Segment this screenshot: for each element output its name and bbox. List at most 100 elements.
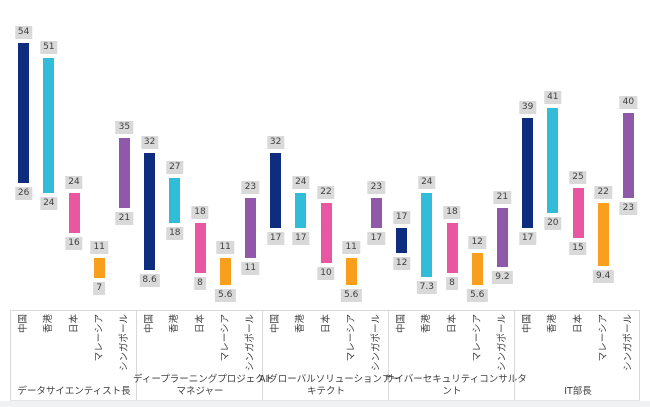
- min-value-label: 18: [166, 227, 184, 240]
- min-value-label: 12: [392, 257, 411, 270]
- max-value-label: 39: [518, 101, 537, 114]
- range-bar-香港: [295, 193, 307, 228]
- max-value-label: 23: [241, 181, 260, 194]
- max-value-label: 12: [468, 236, 486, 249]
- country-axis-label: 日本: [320, 314, 332, 334]
- max-value-label: 25: [569, 171, 587, 184]
- country-axis-label: 日本: [68, 314, 80, 334]
- min-value-label: 24: [40, 197, 58, 210]
- group-axis-label-line: キテクト: [306, 386, 345, 397]
- range-bar-マレーシア: [93, 258, 105, 278]
- max-value-label: 32: [140, 136, 159, 149]
- min-value-label: 17: [367, 232, 386, 245]
- window-bottom-strip: [0, 401, 650, 407]
- min-value-label: 5.6: [467, 289, 488, 302]
- country-axis-label: 香港: [295, 314, 307, 334]
- max-value-label: 11: [342, 241, 360, 254]
- min-value-label: 17: [518, 232, 537, 245]
- country-axis-label: マレーシア: [345, 314, 357, 362]
- group-axis-label-line: サイバーセキュリティコンサルタ: [385, 374, 527, 385]
- range-bar-中国: [18, 43, 30, 183]
- country-axis-label: シンガポール: [622, 314, 634, 372]
- group-axis-label-line: データサイエンティスト長: [17, 386, 131, 397]
- min-value-label: 9.4: [593, 270, 614, 283]
- country-axis-label: 香港: [547, 314, 559, 334]
- min-value-label: 5.6: [341, 289, 362, 302]
- min-value-label: 9.2: [492, 271, 513, 284]
- min-value-label: 5.6: [215, 289, 236, 302]
- max-value-label: 23: [367, 181, 386, 194]
- max-value-label: 22: [594, 186, 612, 199]
- min-value-label: 8.6: [139, 274, 160, 287]
- max-value-label: 18: [191, 206, 209, 219]
- country-axis-label: 香港: [421, 314, 433, 334]
- range-bar-マレーシア: [471, 253, 483, 285]
- category-group-cell: 中国 香港 日本 マレーシア シンガポール AIグローバルソリューションアー キテクト: [259, 311, 400, 400]
- group-axis-label-line: IT部長: [564, 386, 592, 397]
- country-axis-label: シンガポール: [118, 314, 130, 372]
- min-value-label: 16: [65, 237, 83, 250]
- range-bar-日本: [194, 223, 206, 273]
- max-value-label: 11: [90, 241, 108, 254]
- country-axis-label: 日本: [572, 314, 584, 334]
- group-axis-label-line: AIグローバルソリューションアー: [259, 374, 401, 385]
- group-axis-label: ディープラーニングプロジェクト マネジャー: [133, 374, 275, 398]
- country-axis-label: 日本: [194, 314, 206, 334]
- category-group-cell: 中国 香港 日本 マレーシア シンガポール IT部長: [514, 311, 640, 400]
- max-value-label: 24: [65, 176, 83, 189]
- range-bar-シンガポール: [370, 198, 382, 228]
- min-value-label: 10: [317, 267, 335, 280]
- min-value-label: 17: [292, 232, 310, 245]
- min-value-label: 7: [93, 282, 106, 295]
- group-axis-label: IT部長: [511, 386, 645, 398]
- range-bar-マレーシア: [597, 203, 609, 266]
- min-value-label: 7.3: [416, 280, 437, 294]
- max-value-label: 24: [418, 176, 436, 189]
- min-value-label: 21: [115, 212, 134, 225]
- group-axis-label: サイバーセキュリティコンサルタ ント: [385, 374, 527, 398]
- country-axis-label: 香港: [169, 314, 181, 334]
- range-bar-香港: [43, 58, 55, 193]
- max-value-label: 17: [392, 211, 411, 224]
- max-value-label: 40: [619, 96, 638, 109]
- range-bar-香港: [421, 193, 433, 277]
- min-value-label: 8: [446, 277, 458, 290]
- country-axis-label: シンガポール: [496, 314, 508, 372]
- range-bar-日本: [320, 203, 332, 263]
- max-value-label: 11: [216, 241, 234, 254]
- country-axis-label: マレーシア: [471, 314, 483, 362]
- country-axis-label: 日本: [446, 314, 458, 334]
- min-value-label: 15: [569, 242, 587, 255]
- category-axis: 中国 香港 日本 マレーシア シンガポール データサイエンティスト長 中国 香港 日本 マレーシア…: [10, 310, 640, 401]
- max-value-label: 22: [317, 186, 335, 199]
- country-axis-label: 中国: [144, 314, 156, 334]
- range-bar-シンガポール: [118, 138, 130, 208]
- max-value-label: 32: [266, 136, 285, 149]
- range-bar-日本: [446, 223, 458, 273]
- group-axis-label-line: ディープラーニングプロジェクト: [133, 374, 275, 385]
- max-value-label: 41: [544, 91, 562, 104]
- min-value-label: 26: [14, 187, 33, 200]
- max-value-label: 18: [443, 206, 461, 219]
- category-group-cell: 中国 香港 日本 マレーシア シンガポール サイバーセキュリティコンサルタ ント: [385, 311, 527, 400]
- range-bar-中国: [144, 153, 156, 270]
- min-value-label: 11: [241, 262, 260, 275]
- range-bar-香港: [547, 108, 559, 213]
- max-value-label: 24: [292, 176, 310, 189]
- min-value-label: 23: [619, 202, 638, 215]
- group-axis-label-line: マネジャー: [176, 386, 224, 397]
- country-axis-label: マレーシア: [219, 314, 231, 362]
- range-bar-シンガポール: [622, 113, 634, 198]
- country-axis-label: 香港: [43, 314, 55, 334]
- country-axis-label: 中国: [270, 314, 282, 334]
- range-bar-中国: [270, 153, 282, 228]
- group-axis-label-line: ント: [442, 386, 462, 397]
- country-axis-label: シンガポール: [244, 314, 256, 372]
- country-axis-label: 中国: [522, 314, 534, 334]
- range-bar-日本: [68, 193, 80, 233]
- range-bar-シンガポール: [496, 208, 508, 267]
- range-bar-中国: [522, 118, 534, 228]
- min-value-label: 8: [194, 277, 206, 290]
- range-bar-中国: [396, 228, 408, 253]
